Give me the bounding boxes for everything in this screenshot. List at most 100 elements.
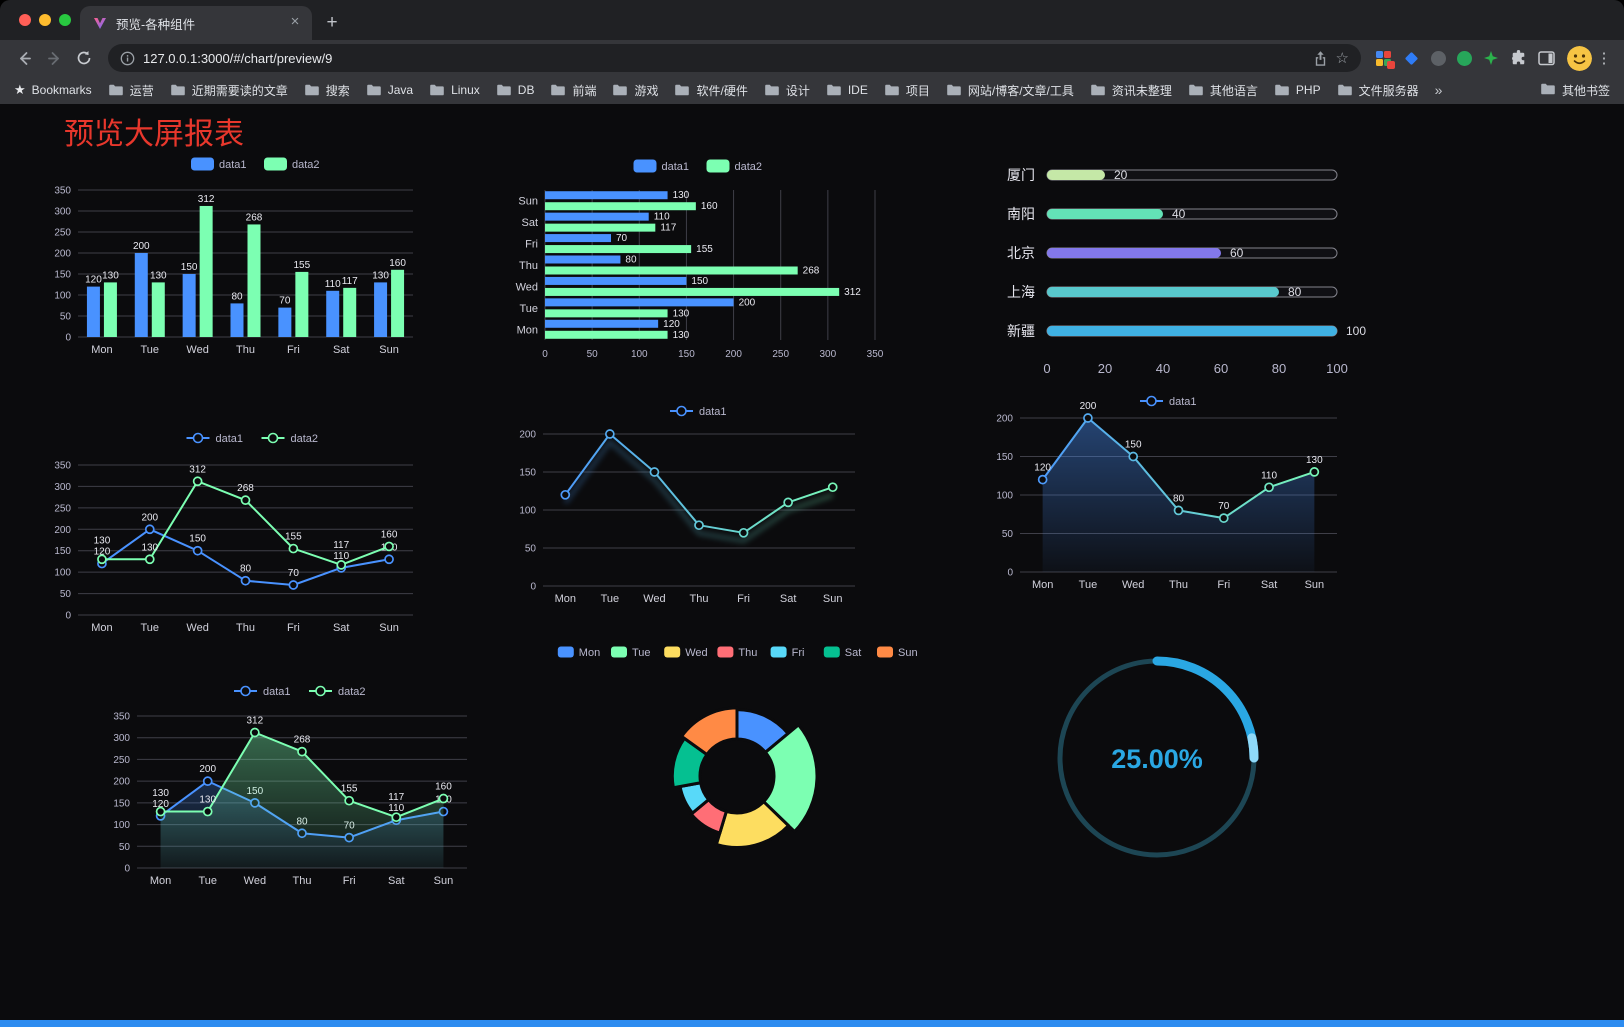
extension-green-circle-icon[interactable] <box>1457 50 1472 66</box>
extensions-puzzle-icon[interactable] <box>1510 49 1527 67</box>
bookmarks-bar: ★ Bookmarks 运营 近期需要读的文章 搜索 Java Linux DB 前端 游戏软… <box>0 76 1624 104</box>
svg-text:80: 80 <box>1173 493 1185 504</box>
svg-text:150: 150 <box>181 262 198 273</box>
svg-text:data1: data1 <box>699 406 727 418</box>
bookmark-folder[interactable]: 前端 <box>550 82 596 99</box>
svg-text:60: 60 <box>1214 361 1228 376</box>
bookmark-folder[interactable]: DB <box>496 82 534 99</box>
bookmark-folder[interactable]: 文件服务器 <box>1337 82 1419 99</box>
svg-text:Wed: Wed <box>1122 579 1144 591</box>
svg-text:Mon: Mon <box>1032 579 1053 591</box>
chart-line-two-series[interactable]: data1 data2 0 50 100 150 200 250 300 350 Mon Tue Wed… <box>45 425 465 650</box>
profile-avatar[interactable] <box>1567 45 1592 71</box>
chart-rose-pie[interactable]: Mon Tue Wed Thu Fri Sat Sun <box>545 638 930 881</box>
share-icon[interactable] <box>1313 50 1328 67</box>
svg-text:200: 200 <box>141 512 158 523</box>
bookmark-folder[interactable]: 网站/博客/文章/工具 <box>946 82 1074 99</box>
minimize-window-button[interactable] <box>39 14 51 26</box>
svg-text:Sun: Sun <box>823 593 843 605</box>
bookmark-folder[interactable]: PHP <box>1274 82 1321 99</box>
tab-favicon <box>92 15 108 31</box>
other-bookmarks[interactable]: 其他书签 <box>1540 82 1610 99</box>
bookmark-folder[interactable]: Linux <box>429 82 480 99</box>
extensions-area <box>1375 49 1555 69</box>
svg-text:200: 200 <box>1080 401 1097 412</box>
bookmark-folder[interactable]: 软件/硬件 <box>674 82 748 99</box>
folder-icon <box>826 83 842 97</box>
svg-text:250: 250 <box>113 755 130 766</box>
svg-text:Mon: Mon <box>150 875 171 887</box>
svg-text:Mon: Mon <box>91 622 112 634</box>
chart-horizontal-bar[interactable]: data1 data2 0 50 100 150 200 250 300 350 Sun 130 160… <box>500 150 900 403</box>
chart-line-gradient[interactable]: data1 0 50 100 150 200 Mon Tue Wed Thu Fri Sat Sun <box>505 398 897 621</box>
extension-star-icon[interactable] <box>1483 50 1499 66</box>
bookmark-folder[interactable]: 资讯未整理 <box>1090 82 1172 99</box>
browser-menu-icon[interactable]: ⋮ <box>1596 50 1612 67</box>
svg-text:300: 300 <box>113 733 130 744</box>
bookmark-folder[interactable]: 运营 <box>108 82 154 99</box>
svg-text:上海: 上海 <box>1007 284 1035 300</box>
svg-text:200: 200 <box>739 297 756 308</box>
zoom-window-button[interactable] <box>59 14 71 26</box>
svg-text:117: 117 <box>333 540 349 551</box>
forward-button[interactable] <box>40 44 68 72</box>
close-window-button[interactable] <box>19 14 31 26</box>
svg-text:Thu: Thu <box>236 344 255 356</box>
bookmark-star-icon[interactable]: ☆ <box>1335 50 1349 67</box>
svg-text:Sat: Sat <box>333 622 350 634</box>
svg-text:110: 110 <box>388 803 404 814</box>
svg-text:350: 350 <box>113 712 130 723</box>
bookmarks-overflow-chevron[interactable]: » <box>1434 82 1443 98</box>
svg-text:Tue: Tue <box>519 303 538 315</box>
extension-gray-circle-icon[interactable] <box>1431 50 1446 66</box>
svg-text:268: 268 <box>294 735 311 746</box>
svg-text:data1: data1 <box>662 161 690 173</box>
svg-text:50: 50 <box>525 544 537 555</box>
extension-diamond-icon[interactable] <box>1403 50 1420 67</box>
svg-text:Thu: Thu <box>293 875 312 887</box>
bookmark-folder[interactable]: 近期需要读的文章 <box>170 82 288 99</box>
svg-text:Fri: Fri <box>792 647 805 659</box>
chart-area-single[interactable]: data1 0 50 100 150 200 Mon Tue Wed Thu Fri Sat Sun 12… <box>975 388 1367 607</box>
tab-close-icon[interactable]: × <box>290 13 300 30</box>
side-panel-icon[interactable] <box>1538 50 1555 66</box>
bookmark-folder[interactable]: Java <box>366 82 413 99</box>
chart-grouped-bar[interactable]: data1 data2 0 50 100 150 200 250 300 350 Mon Tue Wed… <box>45 150 470 403</box>
chart-gauge[interactable]: 25.00% <box>1040 638 1280 887</box>
svg-text:130: 130 <box>673 330 690 341</box>
new-tab-button[interactable]: + <box>326 12 338 33</box>
browser-toolbar: 127.0.0.1:3000/#/chart/preview/9 ☆ <box>0 40 1624 76</box>
folder-icon <box>1188 83 1204 97</box>
bookmarks-manager[interactable]: ★ Bookmarks <box>14 82 92 98</box>
url-text[interactable]: 127.0.0.1:3000/#/chart/preview/9 <box>143 50 333 66</box>
svg-text:130: 130 <box>673 190 690 201</box>
bookmark-folder[interactable]: 游戏 <box>612 82 658 99</box>
folder-icon <box>946 83 962 97</box>
svg-text:350: 350 <box>54 186 71 197</box>
svg-text:data2: data2 <box>291 433 319 445</box>
bookmarks-list: 运营 近期需要读的文章 搜索 Java Linux DB 前端 游戏 软件/硬件 设计 IDE 项目网… <box>108 82 1419 99</box>
svg-text:Fri: Fri <box>737 593 750 605</box>
folder-icon <box>1274 83 1290 97</box>
chart-progress-bars[interactable]: 厦门 20 南阳 40 北京 60 上海 80 新疆 100 0 20 40 60 80 100 <box>985 155 1377 392</box>
extension-grid-icon[interactable] <box>1375 50 1395 69</box>
address-bar[interactable]: 127.0.0.1:3000/#/chart/preview/9 ☆ <box>108 44 1361 72</box>
bookmark-folder[interactable]: 项目 <box>884 82 930 99</box>
chart-area-two-series[interactable]: data1 data2 0 50 100 150 200 250 300 350 Mon Tue Wed… <box>100 678 505 903</box>
bookmark-folder[interactable]: 其他语言 <box>1188 82 1258 99</box>
site-info-icon[interactable] <box>120 51 135 66</box>
svg-text:268: 268 <box>237 483 254 494</box>
folder-icon <box>170 83 186 97</box>
back-button[interactable] <box>10 44 38 72</box>
bookmark-folder[interactable]: 搜索 <box>304 82 350 99</box>
bookmark-folder[interactable]: 设计 <box>764 82 810 99</box>
svg-text:70: 70 <box>1218 501 1230 512</box>
svg-text:Sun: Sun <box>1305 579 1325 591</box>
svg-text:150: 150 <box>1125 440 1142 451</box>
reload-button[interactable] <box>70 44 98 72</box>
bookmark-folder[interactable]: IDE <box>826 82 868 99</box>
browser-tab[interactable]: 预览-各种组件 × <box>80 6 312 40</box>
svg-text:150: 150 <box>189 534 206 545</box>
svg-text:155: 155 <box>285 532 302 543</box>
tab-strip: 预览-各种组件 × + <box>0 0 1624 40</box>
